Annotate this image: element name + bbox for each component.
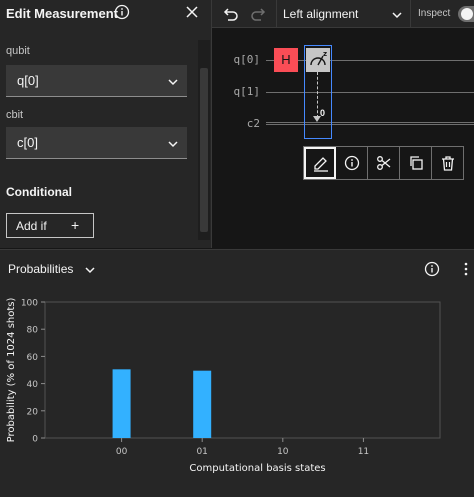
edit-gate-button[interactable] [304,147,336,179]
info-icon[interactable] [114,4,130,20]
x-tick-label: 10 [277,447,289,457]
chevron-down-icon [167,137,179,149]
measure-bit-index: 0 [320,108,326,118]
classical-wire-c2 [266,122,474,125]
y-tick-label: 60 [27,353,39,363]
cut-gate-button[interactable] [368,147,400,179]
measure-connector [317,72,318,118]
gate-context-toolbar [303,146,464,180]
y-tick-label: 0 [32,435,38,445]
edit-panel-header: Edit Measurement [0,0,212,28]
measure-icon: z [310,50,327,66]
info-icon[interactable] [424,261,440,277]
copy-icon [410,156,423,170]
cbit-label-c2: c2 [246,117,260,130]
measure-arrow-icon [313,116,321,122]
toolbar-divider [410,0,411,28]
conditional-title: Conditional [6,185,72,199]
circuit-toolbar: Left alignment Inspect [212,0,474,28]
probability-chart: 0 20 40 60 80 100 00 01 10 11 Computational basis … [6,298,441,474]
y-axis-label: Probability (% of 1024 shots) [6,298,17,443]
chevron-down-icon [391,8,403,20]
gate-info-button[interactable] [336,147,368,179]
qubit-wire-q0 [266,60,474,61]
qubit-select[interactable]: q[0] [6,65,187,97]
chevron-down-icon [167,75,179,87]
h-gate[interactable]: H [274,48,298,72]
add-if-label: Add if [16,219,47,233]
delete-gate-button[interactable] [432,147,464,179]
qubit-label: qubit [6,45,30,57]
bar-01 [193,370,212,438]
qubit-label-q0: q[0] [233,53,261,66]
probabilities-panel: Probabilities 0 20 40 60 80 100 00 01 10 11 Comput… [0,249,474,497]
cbit-label: cbit [6,109,24,121]
alignment-value: Left alignment [283,7,359,21]
info-icon [344,155,360,171]
chevron-down-icon[interactable] [84,263,96,275]
y-tick-label: 20 [27,407,39,417]
trash-icon [442,156,454,171]
qubit-select-value: q[0] [17,73,39,88]
add-if-button[interactable]: Add if + [6,213,94,238]
overflow-menu-icon[interactable] [462,261,470,277]
close-icon[interactable] [185,5,199,19]
cbit-select[interactable]: c[0] [6,127,187,159]
svg-text:z: z [323,50,327,58]
inspect-toggle[interactable] [458,6,474,22]
bar-00 [112,369,131,438]
measurement-selection[interactable] [304,45,332,139]
qubit-wire-q1 [266,92,474,93]
toolbar-divider [276,0,277,28]
edit-icon [314,157,328,172]
edit-panel-title: Edit Measurement [6,6,118,21]
circuit-canvas[interactable]: q[0] q[1] c2 H z 0 [212,29,474,248]
copy-gate-button[interactable] [400,147,432,179]
y-tick-label: 40 [27,380,39,390]
inspect-toggle-knob [461,8,473,20]
scrollbar-thumb[interactable] [200,68,208,232]
probabilities-title: Probabilities [8,262,74,276]
undo-icon[interactable] [220,4,240,24]
x-tick-label: 01 [196,447,207,457]
x-axis-label: Computational basis states [189,463,325,474]
cut-icon [377,156,391,170]
cbit-select-value: c[0] [17,135,38,150]
redo-icon[interactable] [249,4,269,24]
y-tick-label: 100 [21,299,38,309]
plot-area [44,301,441,439]
plus-icon: + [71,217,80,233]
qubit-label-q1: q[1] [233,85,261,98]
inspect-label: Inspect [418,8,451,19]
edit-measurement-panel: Edit Measurement qubit q[0] cbit c[0] Co… [0,0,212,248]
alignment-select[interactable]: Left alignment [277,0,409,28]
x-tick-label: 11 [358,447,369,457]
y-tick-label: 80 [27,326,39,336]
x-tick-label: 00 [116,447,128,457]
measure-gate[interactable]: z [306,48,330,72]
